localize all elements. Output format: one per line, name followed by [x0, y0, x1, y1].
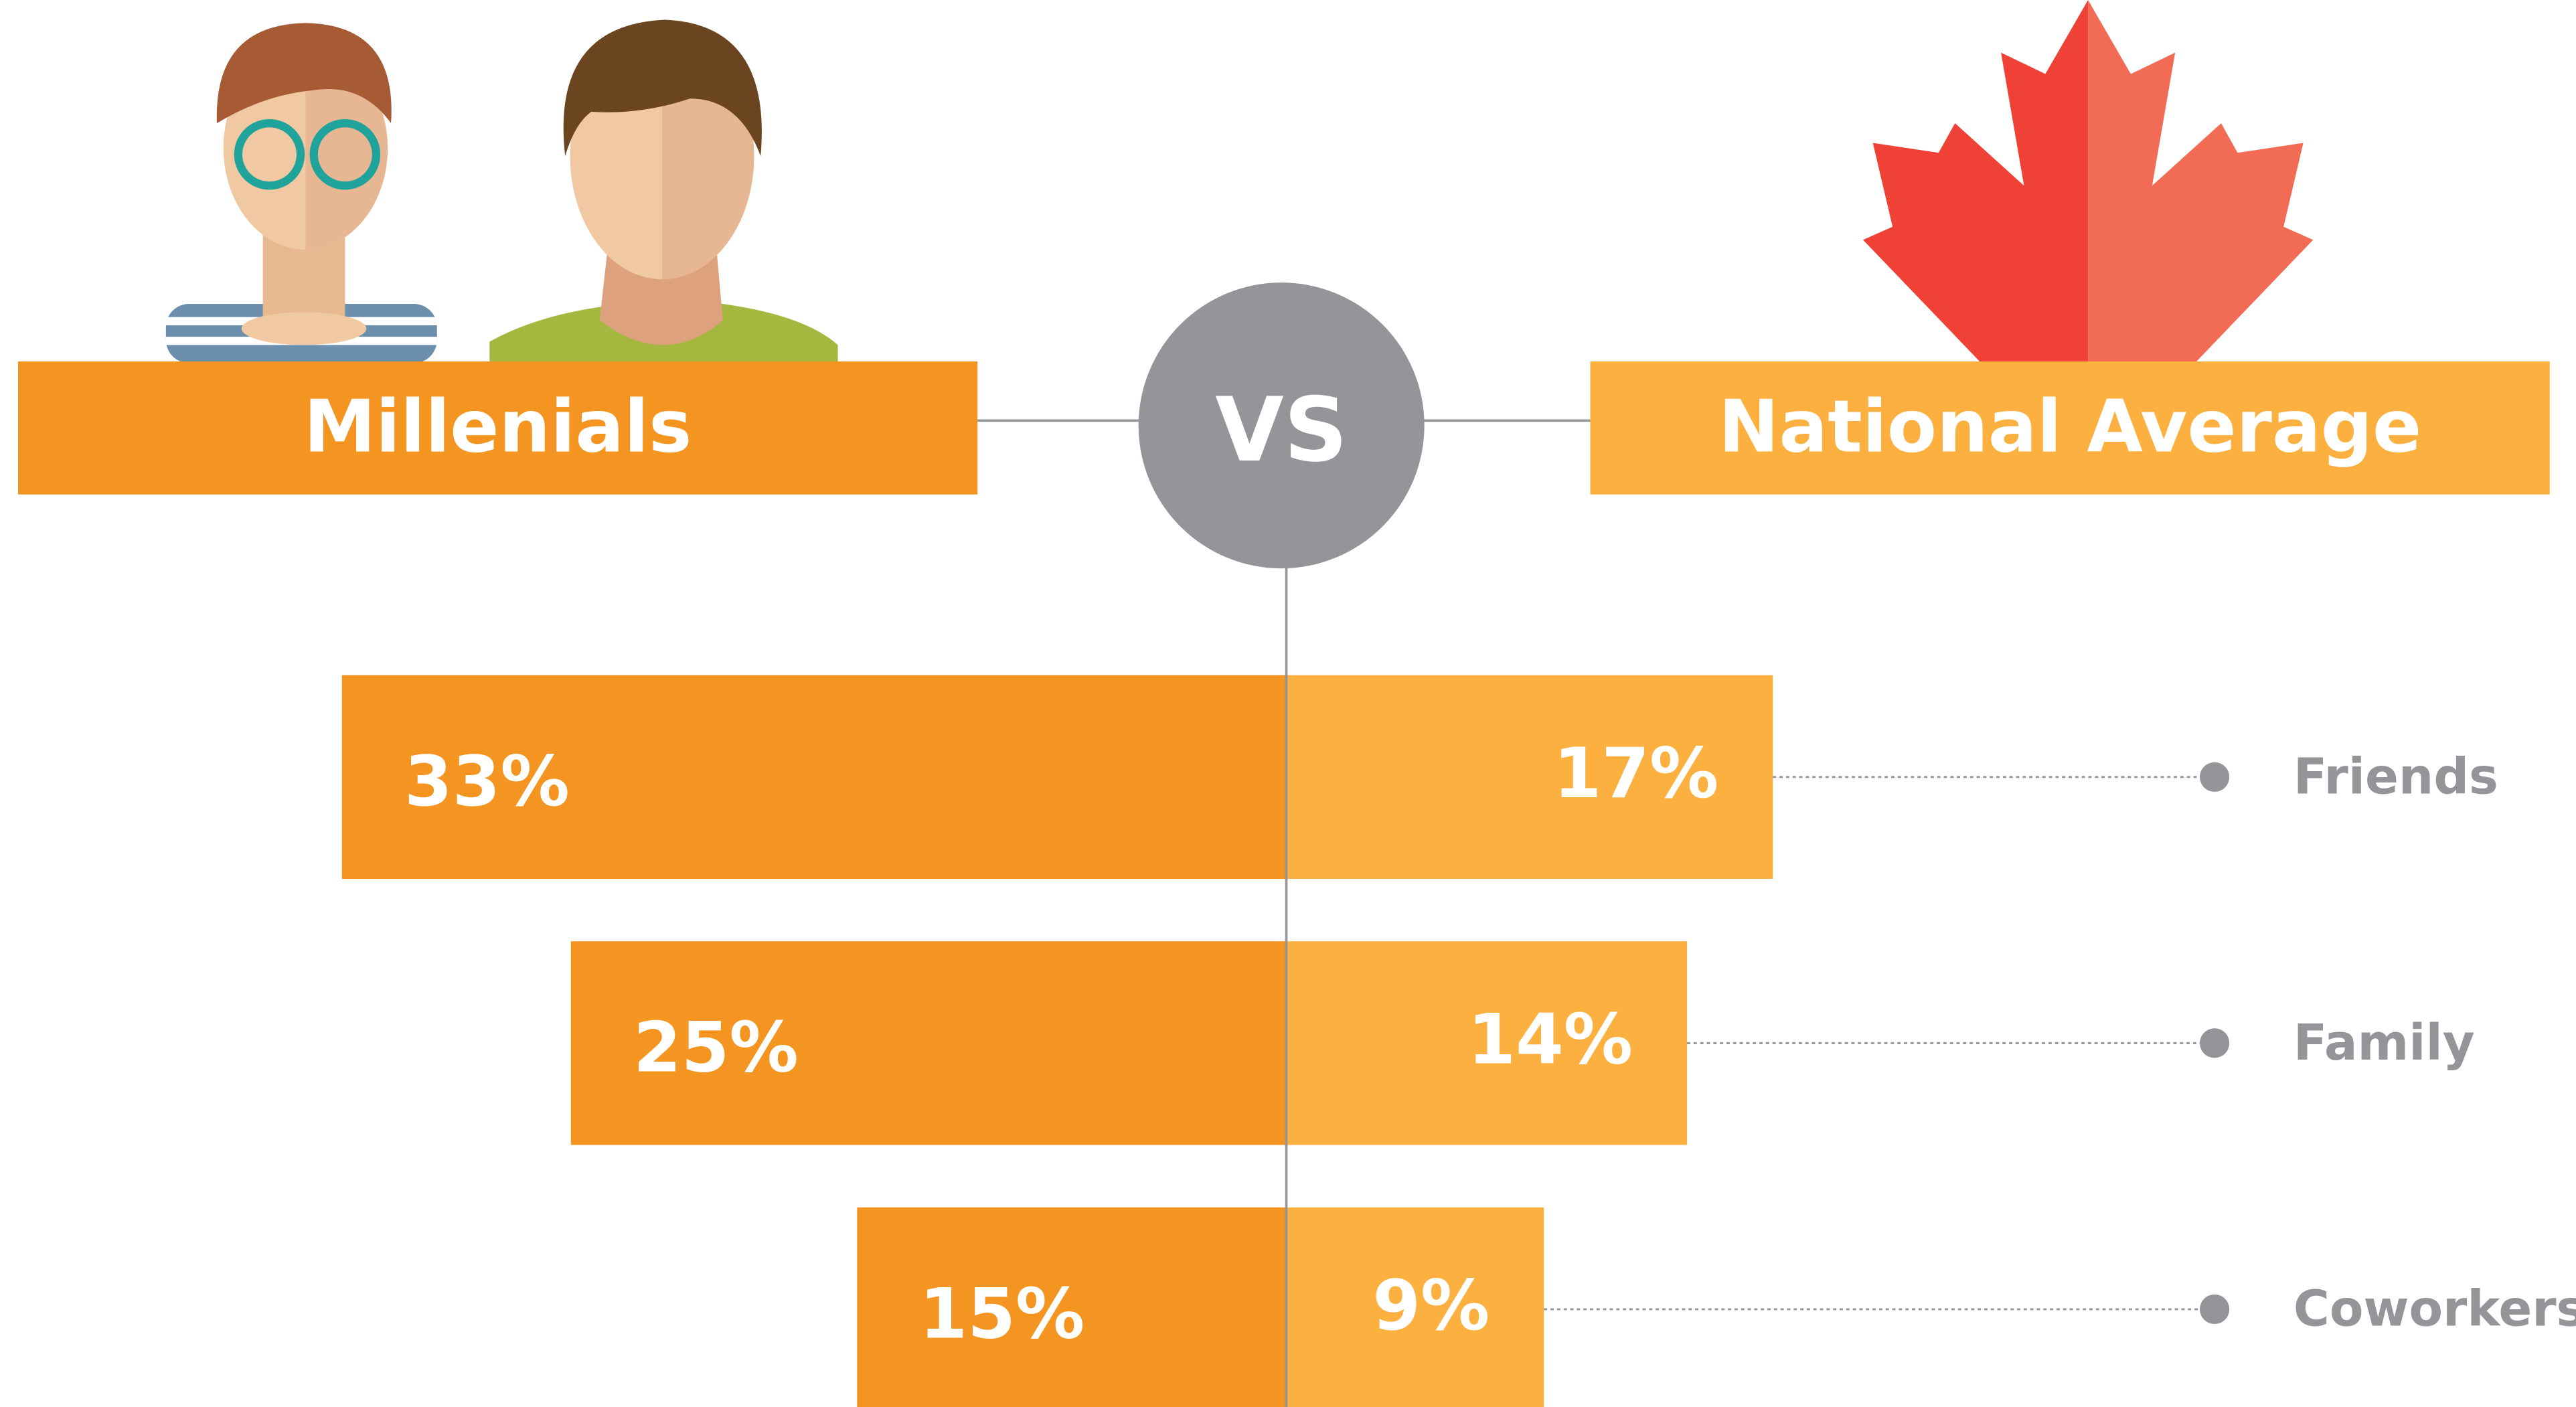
value-label: 9%: [1372, 1266, 1490, 1346]
bar: [341, 675, 1287, 879]
bar: [570, 941, 1287, 1145]
category-label: Family: [2293, 1015, 2475, 1072]
legend-label: National Average: [1718, 386, 2421, 469]
vs-circle: [1138, 282, 1425, 569]
category-label: Friends: [2293, 748, 2498, 805]
millennial-man-icon: [489, 19, 838, 363]
legend-label: Millenials: [304, 386, 692, 469]
bar: [1286, 1207, 1544, 1407]
leader-dot: [2200, 762, 2230, 792]
leader-dot: [2200, 1294, 2230, 1325]
header-bar: [17, 361, 978, 495]
header-bar: [1590, 361, 2550, 495]
maple-leaf-icon: [1862, 0, 2314, 361]
value-label: 17%: [1554, 734, 1719, 814]
category-label: Coworkers: [2293, 1280, 2576, 1337]
leader-dot: [2200, 1028, 2230, 1058]
bar: [1286, 675, 1773, 879]
value-label: 25%: [633, 1008, 799, 1088]
bar: [1286, 941, 1688, 1145]
value-label: 14%: [1467, 999, 1633, 1080]
vs-label: VS: [1215, 379, 1348, 482]
millennial-woman-icon: [165, 23, 437, 363]
value-label: 15%: [920, 1274, 1085, 1354]
bar: [857, 1207, 1287, 1407]
value-label: 33%: [404, 742, 570, 822]
